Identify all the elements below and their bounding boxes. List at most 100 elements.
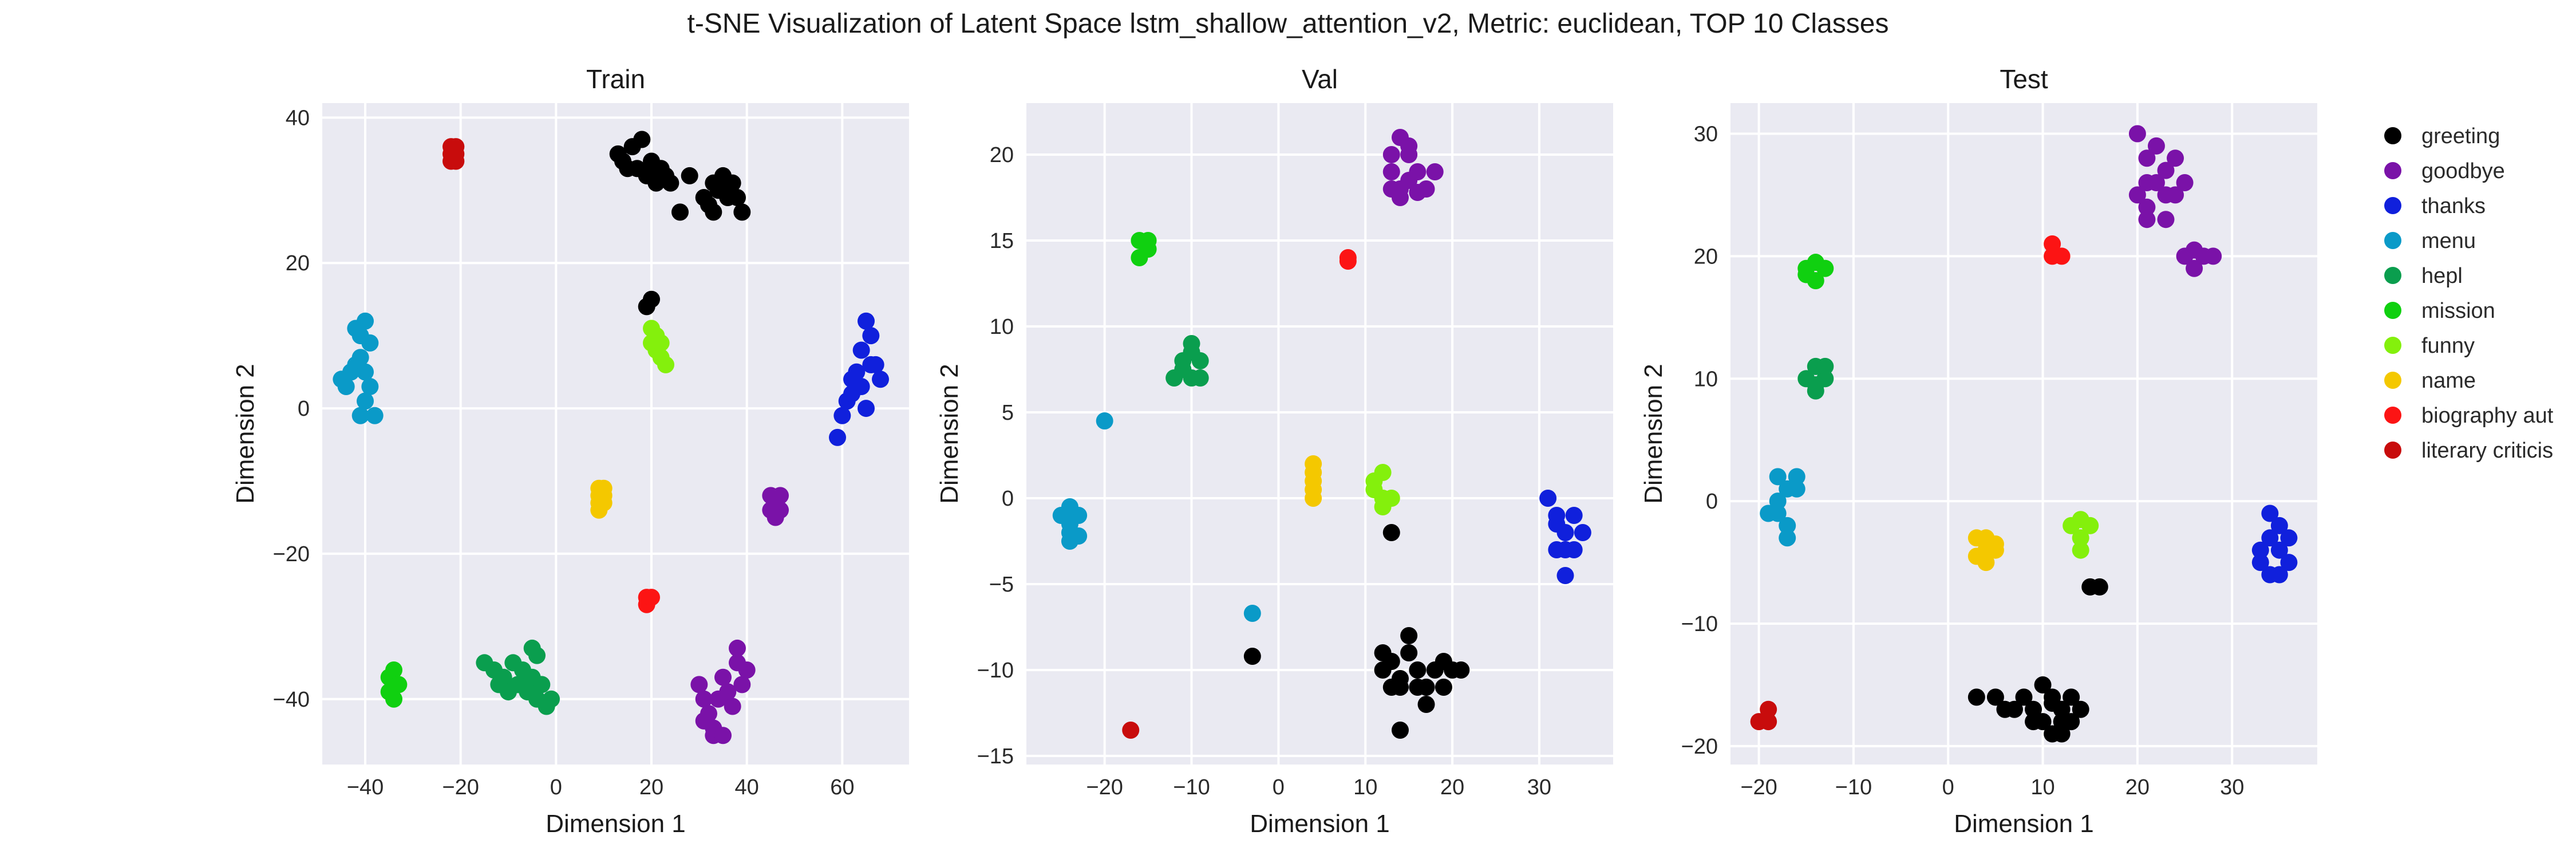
data-point-greeting bbox=[1967, 688, 1985, 706]
legend-label: literary criticis bbox=[2421, 439, 2553, 463]
data-point-goodbye bbox=[714, 668, 732, 686]
data-point-thanks bbox=[872, 371, 889, 388]
data-point-greeting bbox=[1409, 679, 1427, 696]
data-point-funny bbox=[652, 334, 670, 352]
data-point-greeting bbox=[2034, 676, 2052, 693]
data-point-greeting bbox=[1417, 696, 1435, 713]
legend-marker bbox=[2384, 267, 2401, 284]
y-tick-label: 0 bbox=[298, 397, 310, 421]
y-tick-label: −20 bbox=[273, 542, 310, 566]
plot-area-val bbox=[1026, 103, 1613, 765]
y-tick-label: −10 bbox=[1681, 612, 1718, 636]
data-point-greeting bbox=[662, 174, 679, 192]
data-point-thanks bbox=[862, 327, 880, 345]
data-point-goodbye bbox=[2157, 161, 2175, 179]
data-point-goodbye bbox=[2128, 125, 2146, 143]
data-point-goodbye bbox=[772, 487, 789, 505]
data-point-greeting bbox=[729, 189, 746, 206]
plot-area-train bbox=[322, 103, 909, 765]
data-point-literary-criticis bbox=[1760, 713, 1777, 731]
x-tick-label: −20 bbox=[1740, 775, 1777, 799]
data-point-biography-aut bbox=[2053, 247, 2071, 265]
y-tick-label: 20 bbox=[1694, 245, 1718, 269]
data-point-name bbox=[1986, 541, 2004, 559]
data-point-thanks bbox=[2270, 541, 2288, 559]
legend-marker bbox=[2384, 442, 2401, 459]
data-point-hepl bbox=[1174, 361, 1192, 378]
data-point-greeting bbox=[2091, 578, 2108, 596]
legend-label: menu bbox=[2421, 229, 2476, 253]
x-tick-label: −10 bbox=[1173, 775, 1210, 799]
data-point-name bbox=[1305, 481, 1322, 498]
data-point-funny bbox=[2081, 517, 2099, 534]
data-point-name bbox=[1967, 547, 1985, 565]
data-point-mission bbox=[1807, 254, 1824, 271]
data-point-greeting bbox=[1400, 627, 1418, 644]
data-point-greeting bbox=[1382, 524, 1400, 541]
data-point-goodbye bbox=[719, 683, 737, 701]
data-point-literary-criticis bbox=[1760, 700, 1777, 718]
data-point-funny bbox=[1365, 481, 1383, 498]
x-axis-label-train: Dimension 1 bbox=[546, 810, 686, 838]
data-point-name bbox=[1977, 529, 1995, 547]
data-point-greeting bbox=[1986, 688, 2004, 706]
y-tick-label: −5 bbox=[989, 573, 1014, 597]
y-tick-label: 5 bbox=[1002, 401, 1014, 425]
data-point-menu bbox=[1769, 505, 1787, 522]
data-point-funny bbox=[657, 356, 674, 373]
x-tick-label: 20 bbox=[1440, 775, 1464, 799]
panel-title-test: Test bbox=[2000, 64, 2048, 94]
data-point-greeting bbox=[1374, 644, 1392, 661]
y-tick-label: −20 bbox=[1681, 735, 1718, 759]
x-tick-label: 30 bbox=[2220, 775, 2244, 799]
y-tick-label: 40 bbox=[286, 106, 310, 130]
data-point-mission bbox=[385, 690, 402, 708]
data-point-thanks bbox=[1574, 524, 1591, 541]
data-point-hepl bbox=[1183, 344, 1200, 361]
data-point-menu bbox=[1070, 527, 1088, 545]
legend-marker bbox=[2384, 302, 2401, 319]
data-point-menu bbox=[1243, 605, 1261, 622]
y-tick-label: 15 bbox=[990, 229, 1014, 253]
data-point-menu bbox=[1788, 480, 1805, 498]
data-point-thanks bbox=[852, 341, 870, 359]
data-point-thanks bbox=[843, 371, 860, 388]
data-point-hepl bbox=[533, 676, 551, 693]
data-point-goodbye bbox=[762, 501, 780, 519]
data-point-menu bbox=[337, 378, 355, 395]
data-point-goodbye bbox=[1382, 146, 1400, 163]
data-point-name bbox=[1305, 464, 1322, 481]
y-tick-label: −40 bbox=[273, 688, 310, 712]
data-point-greeting bbox=[1409, 661, 1427, 679]
data-point-thanks bbox=[2261, 505, 2279, 522]
data-point-greeting bbox=[705, 203, 722, 221]
data-point-goodbye bbox=[2157, 211, 2175, 228]
data-point-goodbye bbox=[1426, 163, 1444, 180]
data-point-funny bbox=[2072, 529, 2089, 547]
data-point-menu bbox=[1096, 412, 1113, 430]
data-point-goodbye bbox=[714, 727, 732, 744]
legend-marker bbox=[2384, 127, 2401, 144]
data-point-menu bbox=[1061, 498, 1078, 515]
data-point-greeting bbox=[1435, 679, 1452, 696]
data-point-thanks bbox=[858, 312, 875, 330]
plot-area-test bbox=[1730, 103, 2317, 765]
data-point-hepl bbox=[528, 647, 546, 664]
data-point-goodbye bbox=[2147, 137, 2165, 155]
y-tick-label: −10 bbox=[977, 659, 1014, 683]
data-point-greeting bbox=[2025, 713, 2042, 731]
data-point-mission bbox=[1139, 232, 1157, 249]
data-point-greeting bbox=[2053, 725, 2071, 743]
y-tick-label: 20 bbox=[286, 251, 310, 275]
data-point-thanks bbox=[2270, 517, 2288, 534]
x-tick-label: 20 bbox=[2125, 775, 2150, 799]
data-point-goodbye bbox=[2167, 149, 2184, 167]
legend-label: funny bbox=[2421, 334, 2475, 358]
data-point-greeting bbox=[724, 174, 741, 192]
y-axis-label-val: Dimension 2 bbox=[935, 364, 963, 504]
data-point-funny bbox=[1374, 498, 1392, 515]
data-point-goodbye bbox=[724, 698, 741, 715]
x-axis-label-val: Dimension 1 bbox=[1250, 810, 1390, 838]
data-point-hepl bbox=[1191, 369, 1209, 387]
